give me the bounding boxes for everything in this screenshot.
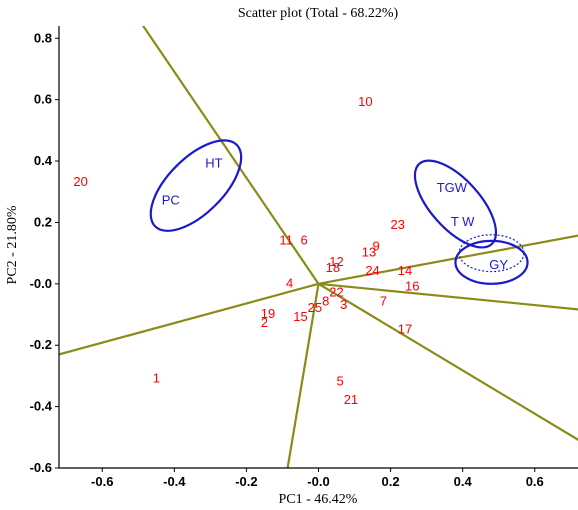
trait-group-ellipse: [149, 139, 243, 232]
genotype-point-label: 17: [398, 321, 412, 336]
genotype-point-label: 8: [322, 294, 329, 309]
genotype-point-label: 2: [261, 315, 268, 330]
sector-ray: [59, 282, 319, 356]
genotype-point-label: 7: [380, 294, 387, 309]
x-tick-label: -0.6: [91, 474, 113, 489]
trait-group-ellipse: [413, 159, 498, 249]
y-tick-label: 0.8: [34, 30, 52, 45]
genotype-point-label: 19: [261, 306, 275, 321]
x-tick-label: -0.4: [163, 474, 186, 489]
sector-ray: [318, 234, 578, 285]
x-tick-label: 0.6: [526, 474, 544, 489]
x-axis-label: PC1 - 46.42%: [279, 492, 358, 507]
genotype-point-label: 3: [340, 297, 347, 312]
sector-ray: [317, 282, 578, 441]
y-tick-label: 0.6: [34, 92, 52, 107]
x-tick-label: -0.0: [307, 474, 329, 489]
genotype-point-label: 22: [329, 284, 343, 299]
genotype-point-label: 9: [373, 238, 380, 253]
sector-ray: [286, 283, 320, 468]
trait-label: T W: [451, 214, 475, 229]
genotype-point-label: 15: [293, 309, 307, 324]
genotype-point-label: 18: [326, 260, 340, 275]
x-tick-label: 0.2: [382, 474, 400, 489]
sector-rays: [59, 26, 578, 468]
genotype-point-label: 20: [73, 174, 87, 189]
trait-groups: [149, 139, 529, 285]
y-tick-label: 0.2: [34, 214, 52, 229]
y-tick-label: -0.6: [30, 460, 52, 475]
genotype-point-label: 11: [279, 232, 293, 247]
trait-label: PC: [162, 192, 180, 207]
genotype-point-label: 24: [365, 263, 379, 278]
genotype-point-label: 23: [391, 217, 405, 232]
y-tick-label: -0.0: [30, 276, 52, 291]
x-tick-label: -0.2: [235, 474, 257, 489]
y-tick-label: -0.4: [30, 399, 53, 414]
y-axis-label: PC2 - 21.80%: [5, 205, 20, 284]
genotype-point-label: 25: [308, 300, 322, 315]
genotype-point-label: 16: [405, 278, 419, 293]
genotype-point-label: 21: [344, 392, 358, 407]
x-tick-label: 0.4: [454, 474, 473, 489]
y-tick-label: -0.2: [30, 337, 52, 352]
trait-group-ellipse: [454, 239, 529, 285]
genotype-point-label: 14: [398, 263, 412, 278]
genotype-points: 1234567891011121314151617181920212223242…: [73, 94, 419, 407]
axes: -0.6 -0.4 -0.2 -0.0 0.2 0.4 0.6 0.8 0.6 0.4 0.2 -0.…: [30, 26, 578, 489]
trait-label: GY: [489, 257, 508, 272]
sector-ray: [318, 282, 578, 311]
genotype-point-label: 13: [362, 245, 376, 260]
genotype-point-label: 1: [153, 370, 160, 385]
trait-label: TGW: [437, 180, 468, 195]
genotype-point-label: 4: [286, 275, 293, 290]
genotype-point-label: 10: [358, 94, 372, 109]
chart-title: Scatter plot (Total - 68.22%): [238, 6, 399, 21]
trait-label: HT: [205, 156, 222, 171]
trait-group-ellipse: [458, 234, 525, 273]
sector-ray: [141, 26, 320, 285]
genotype-point-label: 6: [300, 232, 307, 247]
y-tick-label: 0.4: [34, 153, 53, 168]
genotype-point-label: 12: [329, 254, 343, 269]
trait-labels: HT PC TGW T W GY: [162, 156, 509, 272]
genotype-point-label: 5: [337, 373, 344, 388]
